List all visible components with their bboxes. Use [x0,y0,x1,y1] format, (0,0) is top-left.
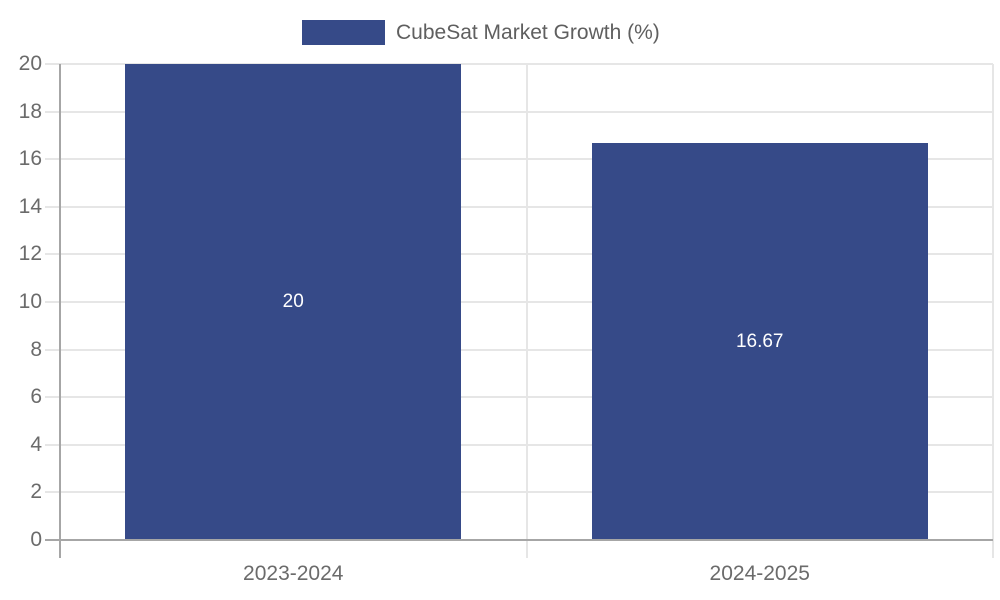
y-axis-tick-label: 2 [30,480,42,504]
y-axis-tick-label: 8 [30,337,42,361]
y-axis-tick-label: 14 [18,194,42,218]
bar: 20 [125,64,462,540]
gridline-vertical [525,64,528,540]
y-axis-tick [45,110,60,113]
bar-value-label: 20 [282,291,304,312]
y-axis-tick [45,63,60,65]
y-axis-tick [45,348,60,351]
x-axis-line [45,539,993,541]
bar-value-label: 16.67 [735,330,784,352]
x-axis-category-label: 2023-2024 [243,562,344,585]
y-axis-tick-label: 20 [18,52,42,75]
y-axis-line [59,64,61,558]
y-axis-tick-label: 4 [30,432,42,456]
y-axis-tick [45,491,60,494]
y-axis-tick [45,301,60,303]
y-axis-tick-label: 18 [18,99,42,123]
bar: 16.67 [591,143,928,540]
legend-label: CubeSat Market Growth (%) [396,21,660,44]
y-axis-tick-label: 10 [18,290,42,313]
y-axis-tick [45,396,60,399]
y-axis-tick [45,158,60,161]
chart-legend: CubeSat Market Growth (%) [302,20,660,45]
gridline-vertical [992,64,994,540]
y-axis-tick-label: 6 [30,385,42,409]
x-axis-tick [992,540,994,558]
y-axis-tick-label: 12 [18,242,42,266]
y-axis-tick-label: 0 [30,528,42,551]
y-axis-tick [45,253,60,256]
y-axis-tick [45,443,60,446]
legend-swatch [302,20,385,45]
x-axis-tick [525,540,528,558]
y-axis-tick-label: 16 [18,147,42,171]
y-axis-tick [45,205,60,208]
x-axis-category-label: 2024-2025 [709,562,810,585]
